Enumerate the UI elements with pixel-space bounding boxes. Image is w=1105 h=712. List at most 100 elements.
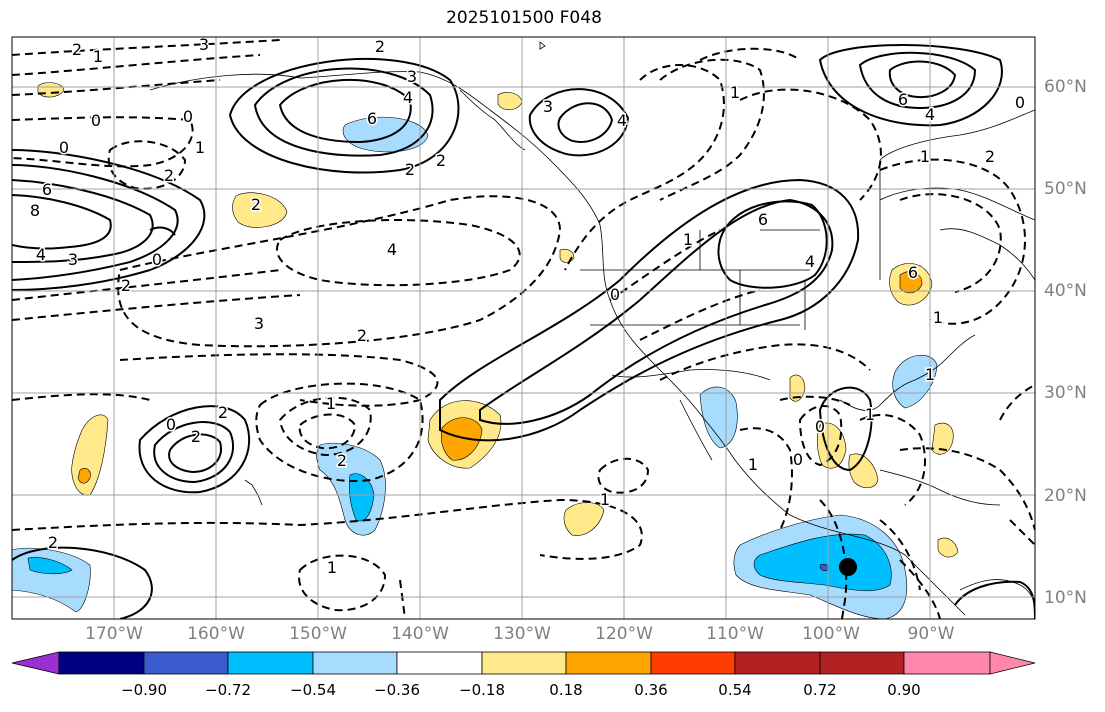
lat-label: 60°N [1044,77,1087,97]
colorbar-tick-label: −0.18 [459,681,505,699]
colorbar-bin [58,651,145,675]
contour-label: 6 [908,263,918,282]
colorbar-bin [734,651,821,675]
lon-label: 140°W [391,624,449,644]
contour-label: 0 [793,450,803,469]
dashed-contours [12,39,1035,619]
contour-label: 2 [251,195,261,214]
colorbar-bin [143,651,229,675]
lon-label: 90°W [907,624,955,644]
contour-label: 2 [357,326,367,345]
contour-label: 1 [326,394,336,413]
contour-label: 2 [985,147,995,166]
shade-yellow-ep [563,502,605,536]
colorbar-extend-low [11,651,60,675]
contour-label: 0 [610,285,620,304]
lat-label: 10°N [1044,588,1087,608]
lon-label: 110°W [706,624,764,644]
shade-yellow-1 [37,82,65,98]
contour-label: 0 [59,138,69,157]
shade-yellow-2 [497,92,523,111]
contour-label: 6 [898,90,908,109]
contour-label: 2 [436,151,446,170]
contour-label: 0 [1015,93,1025,112]
contour-label: 6 [367,109,377,128]
lon-label: 170°W [85,624,143,644]
contour-label: 1 [933,308,943,327]
contour-label: 0 [91,111,101,130]
lon-label: 130°W [493,624,551,644]
lon-label: 120°W [595,624,653,644]
shade-yellow-cam [937,537,959,558]
colorbar-bin [227,651,314,675]
graticule [12,37,1035,619]
contour-label: 2 [218,403,228,422]
map-frame [11,36,1036,620]
contour-label: 6 [42,180,52,199]
shade-blue-sw-inner [27,557,73,575]
colorbar-tick-label: 0.72 [803,681,837,699]
storm-center-marker [839,558,857,576]
contour-label: 0 [152,250,162,269]
contour-label: 4 [403,88,413,107]
shade-orange-west [77,468,91,484]
colorbar-bin [650,651,736,675]
contour-label: 1 [195,138,205,157]
contour-label: 2 [337,451,347,470]
contour-label: 2 [375,37,385,56]
contour-label: 1 [600,490,610,509]
contour-label: 1 [327,558,337,577]
map-title: 2025101500 F048 [446,8,602,28]
shade-blue-sub-inner [348,473,375,522]
contour-label: 2 [191,427,201,446]
colorbar [11,651,991,675]
colorbar-extend-tip [989,651,1036,675]
colorbar-extend-high [819,651,905,675]
contour-label: 1 [683,230,693,249]
contour-label: 0 [815,417,825,436]
colorbar-bin [396,651,483,675]
contour-label: 1 [865,405,875,424]
contour-label: 6 [758,210,768,229]
shade-yellow-4 [559,248,575,263]
contour-label: 1 [920,147,930,166]
colorbar-bin [481,651,567,675]
contour-label: 2 [48,533,58,552]
contour-label: 2 [405,160,415,179]
shade-yellow-gulf2 [848,453,879,489]
colorbar-tick-label: 0.54 [718,681,752,699]
shade-blue-baja [699,386,738,449]
contour-label: 3 [543,97,553,116]
contour-label: 4 [36,245,46,264]
contour-label-group: 2 1 3 2 0 0 6 2 2 3 4 3 4 1 0 2 6 8 4 3 … [28,34,1026,579]
lat-label: 40°N [1044,281,1087,301]
contour-label: 1 [748,455,758,474]
contour-label: 1 [730,83,740,102]
shade-yellow-mex [789,374,806,402]
contour-label: 2 [164,166,174,185]
lat-label: 50°N [1044,179,1087,199]
shade-yellow-gulf [816,422,847,469]
lon-label: 160°W [187,624,245,644]
colorbar-tick-label: 0.36 [634,681,668,699]
shade-yellow-3 [232,192,288,228]
lon-label: 150°W [289,624,347,644]
shade-blue-north [342,116,429,153]
contour-label: 2 [121,276,131,295]
contour-label: 3 [199,35,209,54]
shade-yellow-carib [931,422,954,455]
contour-label: 0 [166,415,176,434]
coastlines [149,41,1035,616]
lat-label: 20°N [1044,486,1087,506]
contour-lines [12,39,1035,619]
contour-label: 4 [925,105,935,124]
contour-label: 1 [93,47,103,66]
colorbar-tick-label: −0.54 [290,681,336,699]
contour-label: 3 [407,67,417,86]
shade-orange-midpac-inner [441,417,483,461]
contour-label: 4 [387,240,397,259]
colorbar-tick-label: 0.18 [549,681,583,699]
contour-label: 0 [183,107,193,126]
lat-label: 30°N [1044,383,1087,403]
contour-label: 3 [68,250,78,269]
